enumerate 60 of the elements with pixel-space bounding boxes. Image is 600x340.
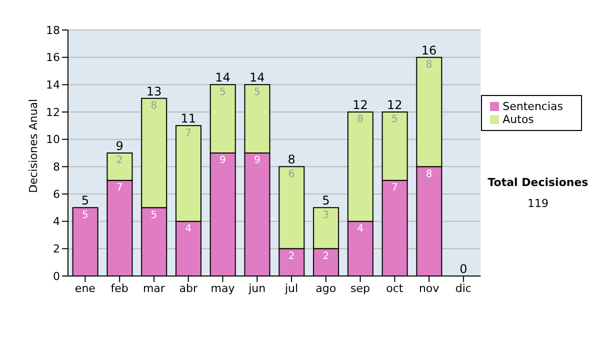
data-label: 2 bbox=[116, 155, 123, 166]
data-label: 5 bbox=[150, 210, 158, 221]
legend-label: Sentencias bbox=[502, 100, 563, 113]
data-label: 8 bbox=[426, 168, 432, 180]
x-tick-label: dic bbox=[455, 282, 472, 295]
total-label: 5 bbox=[81, 194, 90, 208]
y-tick-label: 10 bbox=[46, 133, 60, 146]
data-label: 7 bbox=[185, 128, 192, 139]
x-tick-label: jun bbox=[248, 282, 266, 295]
total-label: 14 bbox=[215, 70, 230, 85]
data-label: 2 bbox=[288, 250, 295, 262]
data-label: 3 bbox=[322, 210, 330, 221]
y-tick-label: 12 bbox=[46, 106, 60, 119]
data-label: 5 bbox=[82, 210, 88, 221]
data-label: 5 bbox=[254, 86, 260, 98]
x-tick-label: abr bbox=[179, 282, 198, 295]
y-tick-label: 0 bbox=[53, 270, 60, 283]
y-tick-label: 6 bbox=[53, 188, 60, 201]
y-tick-label: 8 bbox=[53, 160, 60, 174]
data-label: 7 bbox=[116, 182, 123, 194]
total-label: 5 bbox=[322, 194, 330, 208]
y-tick-label: 4 bbox=[53, 215, 60, 228]
total-label: 16 bbox=[421, 43, 437, 58]
total-label: 12 bbox=[352, 98, 368, 112]
x-tick-label: nov bbox=[418, 282, 440, 295]
total-label: 11 bbox=[180, 112, 196, 126]
x-tick-label: may bbox=[210, 282, 236, 295]
text: 119 bbox=[526, 197, 550, 210]
data-label: 7 bbox=[391, 182, 398, 194]
data-label: 4 bbox=[185, 223, 192, 234]
total-label: 14 bbox=[249, 70, 265, 85]
data-label: 9 bbox=[220, 155, 226, 166]
x-tick-label: ago bbox=[316, 282, 336, 295]
total-label: 9 bbox=[116, 139, 124, 153]
total-label: 12 bbox=[387, 98, 402, 112]
x-tick-label: ene bbox=[74, 282, 96, 295]
y-tick-label: 18 bbox=[46, 24, 60, 37]
data-label: 9 bbox=[254, 155, 260, 166]
x-tick-label: sep bbox=[350, 282, 370, 295]
y-axis-title: Decisiones Anual bbox=[26, 98, 40, 193]
y-tick-label: 16 bbox=[46, 51, 60, 64]
legend-label: Autos bbox=[502, 113, 534, 126]
total-label: 0 bbox=[460, 262, 468, 276]
data-label: 5 bbox=[220, 86, 226, 98]
data-label: 8 bbox=[357, 114, 364, 126]
y-tick-label: 14 bbox=[46, 78, 60, 92]
data-label: 8 bbox=[426, 59, 432, 70]
data-label: 2 bbox=[322, 250, 330, 262]
total-label: 13 bbox=[146, 84, 162, 98]
x-tick-label: feb bbox=[110, 282, 128, 295]
data-label: 6 bbox=[288, 168, 295, 180]
x-tick-label: mar bbox=[142, 282, 166, 295]
data-label: 4 bbox=[357, 223, 364, 234]
x-tick-label: oct bbox=[386, 282, 404, 295]
total-label: 8 bbox=[288, 152, 296, 167]
data-label: 8 bbox=[150, 100, 158, 112]
y-tick-label: 2 bbox=[53, 242, 60, 256]
x-tick-label: jul bbox=[284, 282, 298, 295]
text: Total Decisiones bbox=[486, 176, 590, 189]
data-label: 5 bbox=[391, 114, 398, 126]
